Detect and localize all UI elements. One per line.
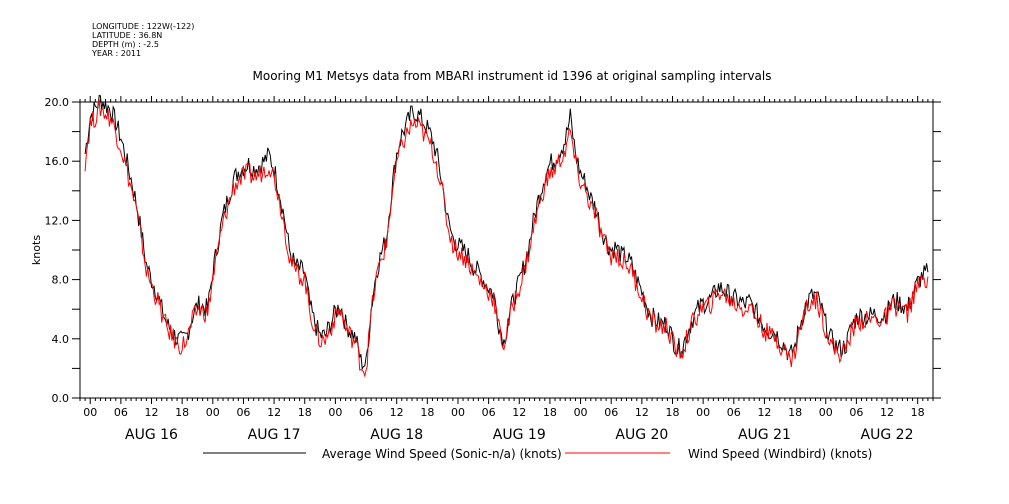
x-tick-label: 00 xyxy=(328,406,342,419)
x-tick-label: 12 xyxy=(267,406,281,419)
x-day-label: AUG 20 xyxy=(615,427,668,443)
x-tick-label: 18 xyxy=(175,406,189,419)
x-day-label: AUG 19 xyxy=(493,427,546,443)
x-tick-labels: 00 06 12 18 00 06 12 18 00 06 12 18 00 06 12 18 00 06 12 18… xyxy=(83,406,924,419)
x-tick-label: 18 xyxy=(298,406,312,419)
x-tick-label: 06 xyxy=(114,406,128,419)
legend-label-windbird-speed: Wind Speed (Windbird) (knots) xyxy=(688,447,872,461)
x-tick-label: 00 xyxy=(83,406,97,419)
x-day-label: AUG 22 xyxy=(861,427,914,443)
x-day-label: AUG 18 xyxy=(370,427,423,443)
x-tick-label: 18 xyxy=(666,406,680,419)
x-day-labels: AUG 16 AUG 17 AUG 18 AUG 19 AUG 20 AUG 21 AUG … xyxy=(125,427,913,443)
x-tick-label: 00 xyxy=(206,406,220,419)
metadata-block: LONGITUDE : 122W(-122) LATITUDE : 36.8N … xyxy=(92,22,194,58)
x-tick-label: 12 xyxy=(390,406,404,419)
x-tick-label: 18 xyxy=(420,406,434,419)
y-tick-label: 16.0 xyxy=(45,155,70,168)
x-tick-label: 00 xyxy=(574,406,588,419)
x-tick-label: 12 xyxy=(880,406,894,419)
x-tick-label: 00 xyxy=(451,406,465,419)
x-tick-label: 00 xyxy=(819,406,833,419)
x-tick-label: 00 xyxy=(696,406,710,419)
x-tick-label: 06 xyxy=(727,406,741,419)
metadata-depth: DEPTH (m) : -2.5 xyxy=(92,40,159,49)
x-tick-label: 12 xyxy=(512,406,526,419)
legend: Average Wind Speed (Sonic-n/a) (knots) W… xyxy=(203,447,872,461)
y-tick-label: 8.0 xyxy=(52,274,70,287)
x-tick-label: 12 xyxy=(145,406,159,419)
x-day-label: AUG 17 xyxy=(248,427,301,443)
x-tick-label: 18 xyxy=(788,406,802,419)
series-windbird-speed xyxy=(84,100,929,378)
x-tick-label: 12 xyxy=(635,406,649,419)
y-tick-labels: 0.0 4.0 8.0 12.0 16.0 20.0 xyxy=(45,96,70,405)
y-axis-label: knots xyxy=(30,235,43,265)
x-tick-label: 06 xyxy=(482,406,496,419)
chart-title: Mooring M1 Metsys data from MBARI instru… xyxy=(253,69,772,83)
y-tick-label: 20.0 xyxy=(45,96,70,109)
x-day-label: AUG 21 xyxy=(738,427,791,443)
metadata-latitude: LATITUDE : 36.8N xyxy=(92,31,163,40)
x-day-label: AUG 16 xyxy=(125,427,178,443)
y-tick-label: 0.0 xyxy=(52,392,70,405)
axis-ticks xyxy=(72,96,941,404)
y-tick-label: 4.0 xyxy=(52,333,70,346)
metadata-longitude: LONGITUDE : 122W(-122) xyxy=(92,22,195,31)
x-tick-label: 12 xyxy=(757,406,771,419)
x-tick-label: 06 xyxy=(849,406,863,419)
x-tick-label: 18 xyxy=(543,406,557,419)
plot-frame xyxy=(79,101,934,399)
y-tick-label: 12.0 xyxy=(45,214,70,227)
x-tick-label: 06 xyxy=(359,406,373,419)
x-tick-label: 06 xyxy=(604,406,618,419)
x-tick-label: 06 xyxy=(236,406,250,419)
x-tick-label: 18 xyxy=(911,406,925,419)
metadata-year: YEAR : 2011 xyxy=(92,49,142,58)
series-lines xyxy=(84,94,929,378)
legend-label-average-wind-speed: Average Wind Speed (Sonic-n/a) (knots) xyxy=(322,447,562,461)
